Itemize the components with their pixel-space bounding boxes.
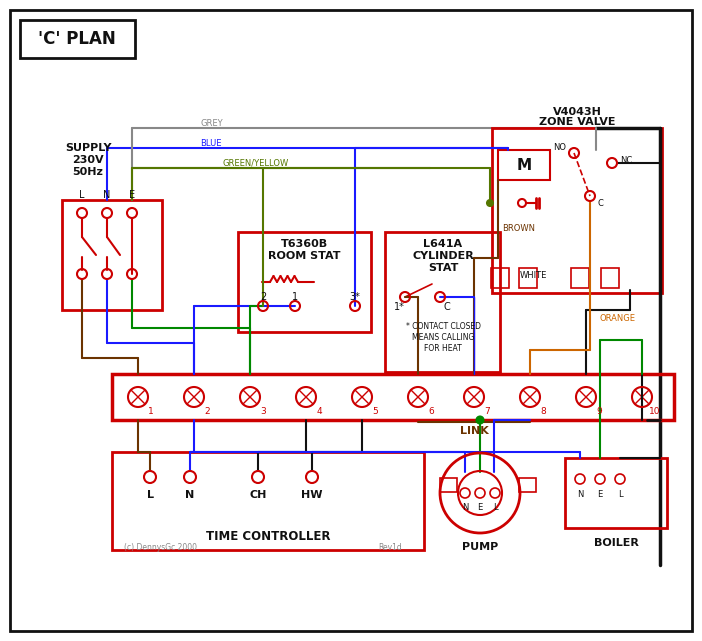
Text: SUPPLY: SUPPLY (65, 143, 111, 153)
Text: GREEN/YELLOW: GREEN/YELLOW (222, 158, 289, 167)
Text: 8: 8 (540, 406, 546, 415)
Bar (571, 268, 589, 288)
Text: 1: 1 (148, 406, 154, 415)
Text: N: N (103, 190, 111, 200)
Circle shape (487, 200, 493, 206)
Bar (601, 268, 619, 288)
Text: L641A: L641A (423, 239, 463, 249)
Text: CYLINDER: CYLINDER (412, 251, 474, 261)
Bar (238, 232, 371, 332)
Text: E: E (129, 190, 135, 200)
Text: 230V: 230V (72, 155, 104, 165)
Text: CH: CH (249, 490, 267, 500)
Text: 10: 10 (649, 406, 661, 415)
Text: ROOM STAT: ROOM STAT (267, 251, 340, 261)
Bar (491, 268, 509, 288)
Text: 7: 7 (484, 406, 490, 415)
Text: ORANGE: ORANGE (600, 313, 636, 322)
Text: PUMP: PUMP (462, 542, 498, 552)
Text: 1*: 1* (394, 302, 404, 312)
Bar (519, 478, 536, 492)
Text: L: L (79, 190, 85, 200)
Text: 6: 6 (428, 406, 434, 415)
Bar (519, 268, 537, 288)
Text: LINK: LINK (460, 426, 489, 436)
Text: E: E (597, 490, 602, 499)
Circle shape (477, 417, 484, 424)
Text: * CONTACT CLOSED: * CONTACT CLOSED (406, 322, 480, 331)
Text: FOR HEAT: FOR HEAT (424, 344, 462, 353)
Bar (112, 374, 674, 420)
Text: 2: 2 (204, 406, 210, 415)
Text: C: C (444, 302, 451, 312)
Text: BROWN: BROWN (502, 224, 535, 233)
Text: Rev1d: Rev1d (378, 542, 402, 551)
Text: WHITE: WHITE (520, 271, 548, 279)
Text: 9: 9 (596, 406, 602, 415)
Text: C: C (598, 199, 604, 208)
Text: L: L (618, 490, 622, 499)
Text: 3*: 3* (350, 292, 360, 302)
Text: (c) DennysGc 2000: (c) DennysGc 2000 (124, 542, 197, 551)
Bar (62, 200, 162, 310)
Text: N: N (462, 503, 468, 512)
Text: L: L (147, 490, 154, 500)
Text: L: L (493, 503, 497, 512)
Text: N: N (185, 490, 194, 500)
Text: BLUE: BLUE (200, 138, 222, 147)
Text: STAT: STAT (428, 263, 458, 273)
Text: BOILER: BOILER (594, 538, 638, 548)
Text: 3: 3 (260, 406, 266, 415)
Text: E: E (477, 503, 483, 512)
Text: V4043H: V4043H (552, 107, 602, 117)
Text: TIME CONTROLLER: TIME CONTROLLER (206, 531, 330, 544)
Text: 'C' PLAN: 'C' PLAN (38, 30, 116, 48)
Bar (565, 458, 667, 528)
Text: ZONE VALVE: ZONE VALVE (538, 117, 615, 127)
Bar (385, 232, 500, 372)
Text: 4: 4 (316, 406, 322, 415)
Text: NO: NO (553, 142, 566, 151)
Bar (440, 478, 457, 492)
Text: 50Hz: 50Hz (72, 167, 103, 177)
Text: MEANS CALLING: MEANS CALLING (412, 333, 474, 342)
Text: M: M (517, 158, 531, 172)
Text: T6360B: T6360B (280, 239, 328, 249)
Bar (112, 452, 424, 550)
Bar (20, 20, 135, 58)
Text: N: N (577, 490, 583, 499)
Text: GREY: GREY (200, 119, 223, 128)
Bar (498, 150, 550, 180)
Text: 2: 2 (260, 292, 266, 302)
Text: HW: HW (301, 490, 323, 500)
Bar (492, 128, 662, 293)
Text: 1: 1 (292, 292, 298, 302)
Text: NC: NC (620, 156, 633, 165)
Text: 5: 5 (372, 406, 378, 415)
